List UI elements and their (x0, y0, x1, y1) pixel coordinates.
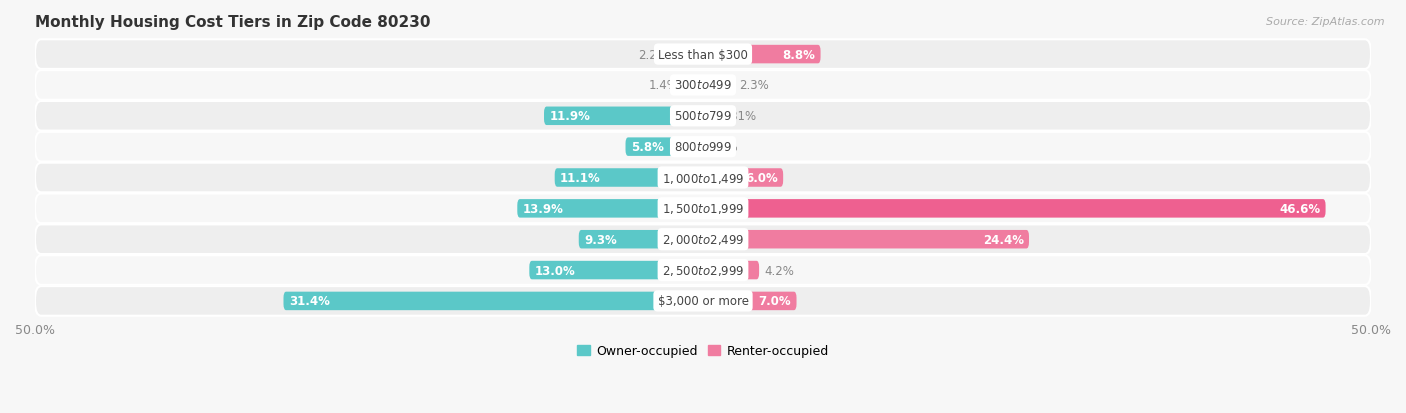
Text: 1.4%: 1.4% (650, 79, 679, 92)
FancyBboxPatch shape (703, 107, 714, 126)
FancyBboxPatch shape (703, 199, 1326, 218)
FancyBboxPatch shape (35, 194, 1371, 223)
FancyBboxPatch shape (35, 287, 1371, 316)
Text: 11.9%: 11.9% (550, 110, 591, 123)
Text: $300 to $499: $300 to $499 (673, 79, 733, 92)
Text: 46.6%: 46.6% (1279, 202, 1320, 215)
Text: $2,000 to $2,499: $2,000 to $2,499 (662, 233, 744, 247)
FancyBboxPatch shape (703, 46, 821, 64)
Legend: Owner-occupied, Renter-occupied: Owner-occupied, Renter-occupied (572, 339, 834, 362)
Text: 2.2%: 2.2% (638, 48, 668, 62)
Text: $3,000 or more: $3,000 or more (658, 295, 748, 308)
FancyBboxPatch shape (673, 46, 703, 64)
Text: Less than $300: Less than $300 (658, 48, 748, 62)
FancyBboxPatch shape (35, 163, 1371, 193)
FancyBboxPatch shape (703, 230, 1029, 249)
Text: $1,000 to $1,499: $1,000 to $1,499 (662, 171, 744, 185)
FancyBboxPatch shape (579, 230, 703, 249)
Text: 4.2%: 4.2% (765, 264, 794, 277)
Text: 13.9%: 13.9% (523, 202, 564, 215)
FancyBboxPatch shape (35, 225, 1371, 254)
FancyBboxPatch shape (284, 292, 703, 311)
FancyBboxPatch shape (517, 199, 703, 218)
FancyBboxPatch shape (703, 169, 783, 188)
FancyBboxPatch shape (703, 292, 797, 311)
Text: 0.0%: 0.0% (709, 141, 738, 154)
Text: 8.8%: 8.8% (782, 48, 815, 62)
FancyBboxPatch shape (35, 40, 1371, 70)
Text: 13.0%: 13.0% (534, 264, 575, 277)
FancyBboxPatch shape (626, 138, 703, 157)
FancyBboxPatch shape (555, 169, 703, 188)
FancyBboxPatch shape (544, 107, 703, 126)
Text: 24.4%: 24.4% (983, 233, 1024, 246)
FancyBboxPatch shape (35, 102, 1371, 131)
Text: 2.3%: 2.3% (740, 79, 769, 92)
FancyBboxPatch shape (35, 71, 1371, 100)
Text: 5.8%: 5.8% (631, 141, 664, 154)
Text: 7.0%: 7.0% (759, 295, 792, 308)
Text: 6.0%: 6.0% (745, 171, 778, 185)
Text: Source: ZipAtlas.com: Source: ZipAtlas.com (1267, 17, 1385, 26)
FancyBboxPatch shape (35, 256, 1371, 285)
Text: 0.81%: 0.81% (718, 110, 756, 123)
FancyBboxPatch shape (529, 261, 703, 280)
Text: $2,500 to $2,999: $2,500 to $2,999 (662, 263, 744, 278)
Text: 31.4%: 31.4% (288, 295, 330, 308)
FancyBboxPatch shape (35, 133, 1371, 162)
Text: Monthly Housing Cost Tiers in Zip Code 80230: Monthly Housing Cost Tiers in Zip Code 8… (35, 15, 430, 30)
FancyBboxPatch shape (703, 76, 734, 95)
FancyBboxPatch shape (703, 261, 759, 280)
Text: $800 to $999: $800 to $999 (673, 141, 733, 154)
Text: $500 to $799: $500 to $799 (673, 110, 733, 123)
Text: 9.3%: 9.3% (583, 233, 617, 246)
FancyBboxPatch shape (685, 76, 703, 95)
Text: $1,500 to $1,999: $1,500 to $1,999 (662, 202, 744, 216)
Text: 11.1%: 11.1% (560, 171, 600, 185)
